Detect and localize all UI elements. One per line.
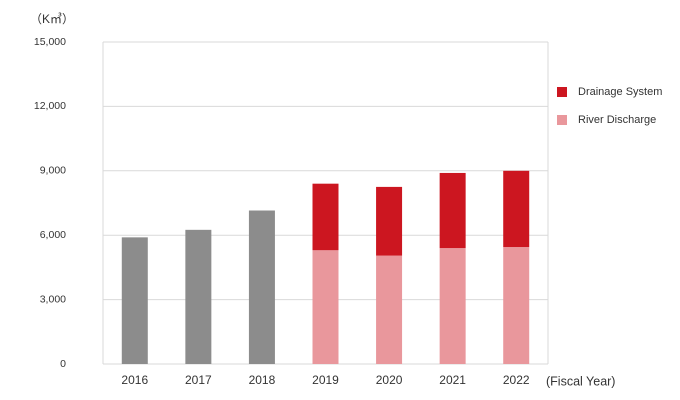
bar-segment (503, 247, 530, 364)
legend-label: River Discharge (578, 114, 656, 126)
x-axis-label: (Fiscal Year) (546, 374, 615, 388)
x-tick-label: 2017 (185, 373, 212, 387)
bar-segment (503, 170, 530, 248)
bar-segment (439, 248, 466, 364)
bar-segment (376, 255, 403, 364)
bar-segment (312, 250, 339, 364)
y-tick-label: 9,000 (40, 165, 66, 177)
legend-swatch (557, 115, 567, 125)
y-tick-label: 3,000 (40, 293, 66, 305)
bar-segment (312, 183, 339, 251)
x-tick-label: 2021 (439, 373, 466, 387)
unit-label: （K㎥） (30, 12, 74, 26)
bar-segment (439, 172, 466, 249)
bar-segment (248, 210, 275, 364)
y-tick-label: 12,000 (34, 100, 66, 112)
x-tick-label: 2019 (312, 373, 339, 387)
bar-segment (121, 237, 148, 364)
y-tick-label: 6,000 (40, 229, 66, 241)
x-tick-label: 2018 (249, 373, 276, 387)
legend-label: Drainage System (578, 86, 662, 98)
x-tick-label: 2020 (376, 373, 403, 387)
x-tick-label: 2022 (503, 373, 530, 387)
bar-segment (185, 229, 212, 364)
bar-segment (376, 186, 403, 256)
y-tick-label: 15,000 (34, 36, 66, 48)
y-tick-label: 0 (60, 358, 66, 370)
legend-swatch (557, 87, 567, 97)
x-tick-label: 2016 (121, 373, 148, 387)
